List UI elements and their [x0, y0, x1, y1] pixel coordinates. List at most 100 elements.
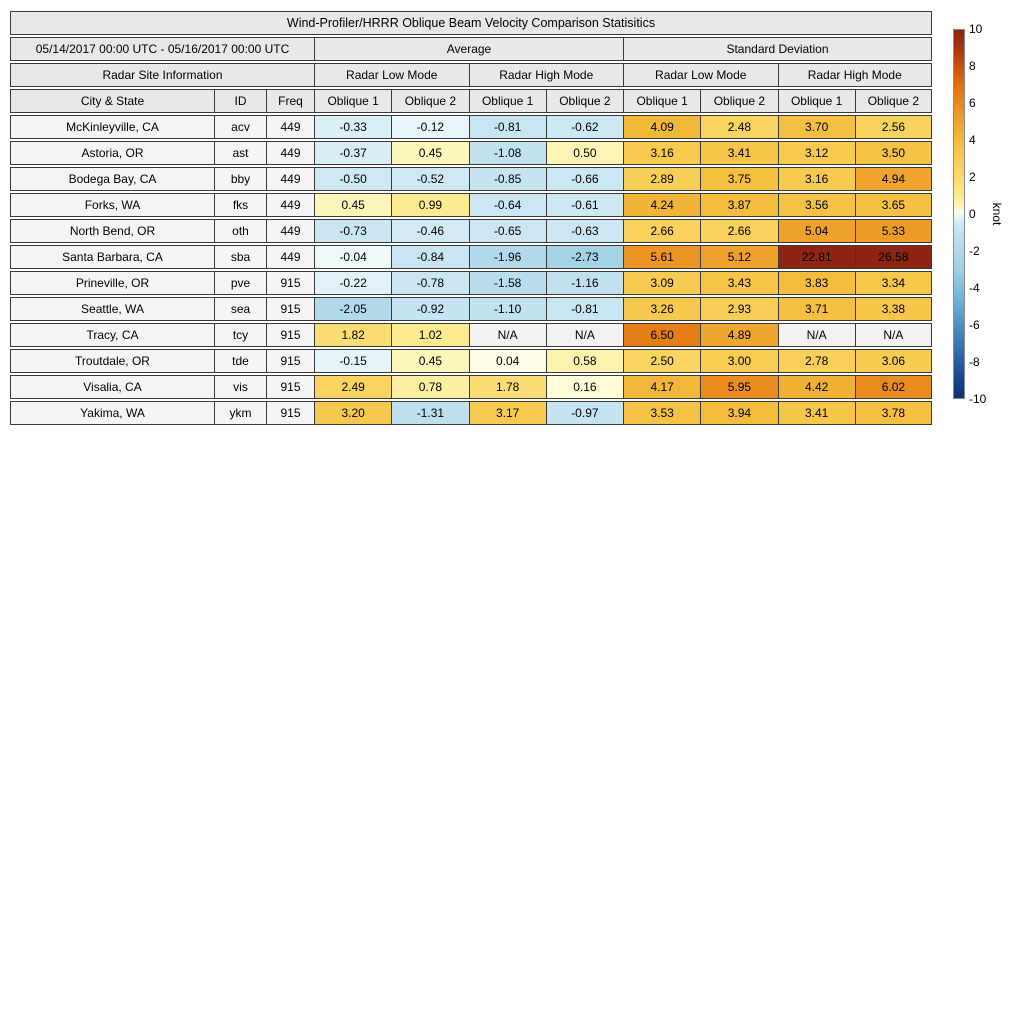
oblique1-header: Oblique 1 [777, 89, 855, 113]
value-cell: -0.46 [391, 219, 469, 243]
value-cell: 3.70 [777, 115, 855, 139]
oblique2-header: Oblique 2 [545, 89, 623, 113]
value-cell: 1.78 [468, 375, 546, 399]
value-cell: 2.78 [777, 349, 855, 373]
city-cell: Visalia, CA [10, 375, 214, 399]
value-cell: 0.58 [545, 349, 623, 373]
table-body: McKinleyville, CA acv 449 -0.33 -0.12 -0.81 -0… [10, 115, 932, 425]
value-cell: 3.94 [700, 401, 778, 425]
value-cell: 4.24 [623, 193, 701, 217]
value-cell: -1.10 [468, 297, 546, 321]
value-cell: 3.78 [854, 401, 932, 425]
value-cell: 5.04 [777, 219, 855, 243]
value-cell: 4.89 [700, 323, 778, 347]
value-cell: -2.73 [545, 245, 623, 269]
value-cell: 6.02 [854, 375, 932, 399]
table-row: North Bend, OR oth 449 -0.73 -0.46 -0.65 -0.63… [10, 219, 932, 243]
value-cell: 0.45 [391, 141, 469, 165]
table-row: Bodega Bay, CA bby 449 -0.50 -0.52 -0.85 -0.66… [10, 167, 932, 191]
group-stddev-label: Standard Deviation [623, 37, 932, 61]
id-header: ID [214, 89, 266, 113]
value-cell: 5.95 [700, 375, 778, 399]
table-row: McKinleyville, CA acv 449 -0.33 -0.12 -0.81 -0… [10, 115, 932, 139]
value-cell: 3.12 [777, 141, 855, 165]
value-cell: 3.41 [700, 141, 778, 165]
site-id-cell: bby [214, 167, 266, 191]
table-row: Tracy, CA tcy 915 1.82 1.02 N/A N/A 6.50 4.89 N/A… [10, 323, 932, 347]
value-cell: -0.64 [468, 193, 546, 217]
value-cell: 26.58 [854, 245, 932, 269]
statistics-table: Wind-Profiler/HRRR Oblique Beam Velocity… [10, 9, 932, 427]
city-cell: Yakima, WA [10, 401, 214, 425]
table-row: Seattle, WA sea 915 -2.05 -0.92 -1.10 -0.81 3.2… [10, 297, 932, 321]
city-cell: Santa Barbara, CA [10, 245, 214, 269]
freq-header: Freq [266, 89, 314, 113]
value-cell: 4.17 [623, 375, 701, 399]
table-row: Troutdale, OR tde 915 -0.15 0.45 0.04 0.58 2.50… [10, 349, 932, 373]
value-cell: N/A [545, 323, 623, 347]
colorbar-tick-label: 4 [969, 133, 976, 147]
value-cell: 0.45 [314, 193, 392, 217]
value-cell: 3.16 [623, 141, 701, 165]
value-cell: 3.65 [854, 193, 932, 217]
table-row: Astoria, OR ast 449 -0.37 0.45 -1.08 0.50 3.16 3… [10, 141, 932, 165]
freq-cell: 915 [266, 375, 314, 399]
city-cell: Bodega Bay, CA [10, 167, 214, 191]
value-cell: -0.66 [545, 167, 623, 191]
value-cell: 3.71 [777, 297, 855, 321]
value-cell: 4.09 [623, 115, 701, 139]
value-cell: 4.42 [777, 375, 855, 399]
colorbar-tick-label: -10 [969, 392, 987, 406]
value-cell: 3.26 [623, 297, 701, 321]
value-cell: N/A [854, 323, 932, 347]
site-id-cell: tde [214, 349, 266, 373]
site-info-label: Radar Site Information [10, 63, 314, 87]
site-id-cell: fks [214, 193, 266, 217]
value-cell: -0.37 [314, 141, 392, 165]
value-cell: -1.58 [468, 271, 546, 295]
avg-high-mode-label: Radar High Mode [468, 63, 623, 87]
value-cell: 2.93 [700, 297, 778, 321]
freq-cell: 915 [266, 323, 314, 347]
city-cell: Prineville, OR [10, 271, 214, 295]
colorbar-tick-label: 6 [969, 96, 976, 110]
avg-low-mode-label: Radar Low Mode [314, 63, 469, 87]
value-cell: -0.63 [545, 219, 623, 243]
value-cell: -1.08 [468, 141, 546, 165]
site-id-cell: tcy [214, 323, 266, 347]
value-cell: -1.16 [545, 271, 623, 295]
value-cell: -0.33 [314, 115, 392, 139]
value-cell: 3.56 [777, 193, 855, 217]
city-cell: Astoria, OR [10, 141, 214, 165]
value-cell: -0.81 [468, 115, 546, 139]
value-cell: 3.50 [854, 141, 932, 165]
value-cell: N/A [777, 323, 855, 347]
table-row: Visalia, CA vis 915 2.49 0.78 1.78 0.16 4.17 5.9… [10, 375, 932, 399]
value-cell: 5.61 [623, 245, 701, 269]
table-row: Prineville, OR pve 915 -0.22 -0.78 -1.58 -1.16… [10, 271, 932, 295]
city-state-header: City & State [10, 89, 214, 113]
table-row: Yakima, WA ykm 915 3.20 -1.31 3.17 -0.97 3.53 3.… [10, 401, 932, 425]
oblique2-header: Oblique 2 [700, 89, 778, 113]
value-cell: -1.31 [391, 401, 469, 425]
city-cell: Troutdale, OR [10, 349, 214, 373]
value-cell: -0.97 [545, 401, 623, 425]
std-low-mode-label: Radar Low Mode [623, 63, 778, 87]
value-cell: 2.66 [700, 219, 778, 243]
freq-cell: 915 [266, 401, 314, 425]
value-cell: 3.83 [777, 271, 855, 295]
freq-cell: 449 [266, 245, 314, 269]
value-cell: 3.06 [854, 349, 932, 373]
value-cell: 3.41 [777, 401, 855, 425]
site-id-cell: pve [214, 271, 266, 295]
site-id-cell: ykm [214, 401, 266, 425]
table-title: Wind-Profiler/HRRR Oblique Beam Velocity… [10, 11, 932, 35]
value-cell: 2.66 [623, 219, 701, 243]
value-cell: 6.50 [623, 323, 701, 347]
value-cell: 2.49 [314, 375, 392, 399]
colorbar-tick-label: 0 [969, 207, 976, 221]
value-cell: -0.04 [314, 245, 392, 269]
value-cell: -0.85 [468, 167, 546, 191]
table-row: Forks, WA fks 449 0.45 0.99 -0.64 -0.61 4.24 3.8… [10, 193, 932, 217]
city-cell: Forks, WA [10, 193, 214, 217]
